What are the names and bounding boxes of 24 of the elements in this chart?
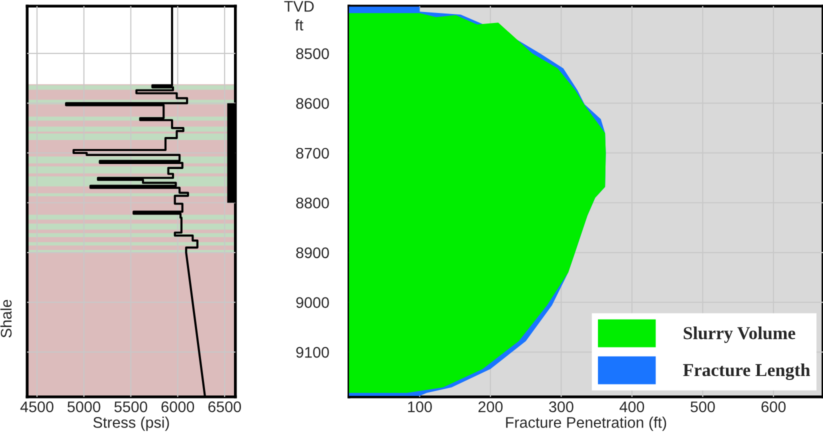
y-tick-label: 8900 <box>296 247 329 258</box>
x-tick-label: 300 <box>549 401 574 412</box>
x-tick-label: 500 <box>690 401 715 412</box>
x-tick-label: 6000 <box>161 401 194 412</box>
y-tick-label: 9100 <box>296 346 329 358</box>
y-tick-label: 8600 <box>296 98 329 109</box>
x-tick-label: 5500 <box>114 401 148 412</box>
x-axis-title: Stress (psi) <box>93 416 169 431</box>
legend-label: Slurry Volume <box>684 326 796 343</box>
x-tick-label: 600 <box>762 401 786 412</box>
x-axis-title: Fracture Penetration (ft) <box>506 416 666 431</box>
y-axis-title: Shale <box>0 300 12 338</box>
x-tick-label: 400 <box>620 401 644 412</box>
y-axis-title: TVD ft <box>284 1 314 30</box>
x-tick-label: 5000 <box>68 401 100 412</box>
y-tick-label: 8800 <box>296 198 329 208</box>
x-tick-label: 200 <box>478 401 503 412</box>
x-tick-label: 4500 <box>20 401 54 412</box>
y-tick-label: 9000 <box>296 297 329 308</box>
y-tick-label: 8700 <box>296 148 329 159</box>
x-tick-label: 6500 <box>208 401 241 412</box>
x-tick-label: 100 <box>408 401 432 412</box>
legend-label: Fracture Length <box>683 363 810 380</box>
y-tick-label: 8500 <box>296 48 329 60</box>
